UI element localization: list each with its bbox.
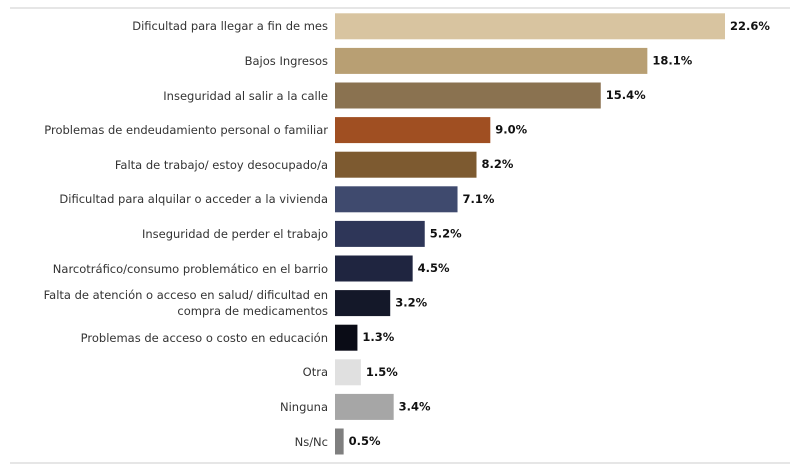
bar bbox=[335, 186, 458, 213]
value-label: 15.4% bbox=[606, 88, 646, 102]
bar bbox=[335, 13, 725, 40]
value-label: 8.2% bbox=[482, 157, 514, 171]
category-text: Ninguna bbox=[279, 399, 328, 414]
category-label: Bajos Ingresos bbox=[38, 44, 328, 78]
category-label: Ns/Nc bbox=[38, 425, 328, 459]
category-text: Problemas de acceso o costo en educación bbox=[80, 330, 328, 345]
bar bbox=[335, 324, 358, 351]
value-label: 5.2% bbox=[430, 226, 462, 240]
category-text: Narcotráfico/consumo problemático en el … bbox=[52, 261, 328, 276]
category-text: Bajos Ingresos bbox=[244, 53, 328, 68]
category-text: Falta de trabajo/ estoy desocupado/a bbox=[114, 157, 328, 172]
category-text: Dificultad para llegar a fin de mes bbox=[132, 19, 328, 34]
category-text: Problemas de endeudamiento personal o fa… bbox=[44, 123, 328, 138]
category-text: Inseguridad al salir a la calle bbox=[163, 88, 328, 103]
bar bbox=[335, 220, 425, 247]
category-label: Falta de trabajo/ estoy desocupado/a bbox=[38, 148, 328, 182]
category-label: Otra bbox=[38, 355, 328, 389]
bar bbox=[335, 117, 491, 144]
bar bbox=[335, 428, 344, 455]
value-label: 3.4% bbox=[399, 399, 431, 413]
category-text: Dificultad para alquilar o acceder a la … bbox=[59, 192, 328, 207]
category-label: Falta de atención o acceso en salud/ dif… bbox=[38, 286, 328, 320]
bar bbox=[335, 151, 477, 178]
category-label: Inseguridad al salir a la calle bbox=[38, 79, 328, 113]
category-label: Inseguridad de perder el trabajo bbox=[38, 217, 328, 251]
bar bbox=[335, 82, 601, 109]
category-label: Problemas de endeudamiento personal o fa… bbox=[38, 113, 328, 147]
value-label: 9.0% bbox=[495, 123, 527, 137]
category-label: Narcotráfico/consumo problemático en el … bbox=[38, 252, 328, 286]
bar bbox=[335, 290, 391, 317]
value-label: 4.5% bbox=[418, 261, 450, 275]
category-label: Dificultad para alquilar o acceder a la … bbox=[38, 182, 328, 216]
category-label: Dificultad para llegar a fin de mes bbox=[38, 9, 328, 43]
category-text: Falta de atención o acceso en salud/ dif… bbox=[43, 288, 328, 319]
value-label: 0.5% bbox=[349, 434, 381, 448]
value-label: 1.5% bbox=[366, 365, 398, 379]
category-text: Otra bbox=[302, 365, 328, 380]
value-label: 7.1% bbox=[463, 192, 495, 206]
value-label: 22.6% bbox=[730, 19, 770, 33]
value-label: 3.2% bbox=[395, 296, 427, 310]
bar bbox=[335, 393, 394, 420]
value-label: 18.1% bbox=[652, 53, 692, 67]
category-text: Inseguridad de perder el trabajo bbox=[141, 226, 328, 241]
category-text: Ns/Nc bbox=[294, 434, 328, 449]
category-label: Problemas de acceso o costo en educación bbox=[38, 321, 328, 355]
category-label: Ninguna bbox=[38, 390, 328, 424]
bar bbox=[335, 47, 648, 74]
bar bbox=[335, 255, 413, 282]
bar bbox=[335, 359, 361, 386]
value-label: 1.3% bbox=[362, 330, 394, 344]
